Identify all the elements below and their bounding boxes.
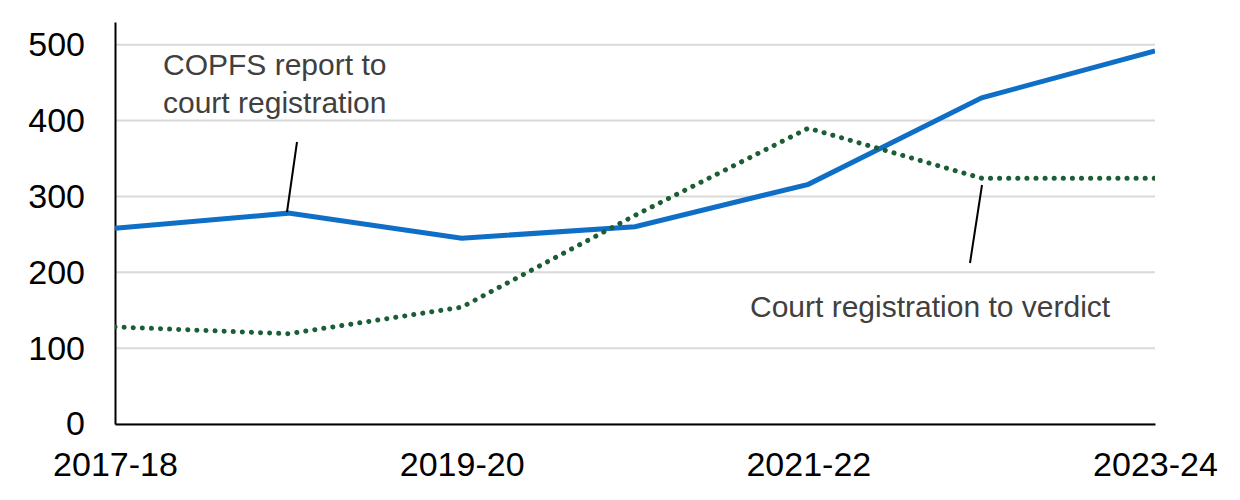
grid-line xyxy=(115,120,1155,122)
series-line xyxy=(115,128,1155,334)
x-tick: 2021-22 xyxy=(746,424,871,483)
y-tick-label: 100 xyxy=(28,329,85,367)
y-tick-label: 500 xyxy=(28,25,85,63)
series-label: COPFS report tocourt registration xyxy=(163,48,386,119)
x-tick: 2017-18 xyxy=(53,424,178,483)
y-tick: 400 xyxy=(28,101,115,139)
y-tick: 500 xyxy=(28,25,115,63)
grid-line xyxy=(115,347,1155,349)
x-tick-label: 2017-18 xyxy=(53,445,178,483)
annotations: COPFS report tocourt registration Court r… xyxy=(163,48,1111,323)
y-tick: 100 xyxy=(28,329,115,367)
chart: 0 100 200 300 400 500 2017-18 2019-20 2021-22 202… xyxy=(0,0,1240,500)
y-tick-label: 300 xyxy=(28,177,85,215)
y-axis-line xyxy=(115,23,117,425)
x-axis-line xyxy=(116,424,1156,426)
grid xyxy=(115,45,1155,424)
grid-line xyxy=(115,44,1155,46)
grid-line xyxy=(115,271,1155,273)
leader-line xyxy=(287,142,297,212)
leader-line xyxy=(970,185,982,263)
series-label: Court registration to verdict xyxy=(750,290,1111,323)
y-tick-label: 0 xyxy=(66,404,85,442)
y-tick: 300 xyxy=(28,177,115,215)
x-tick-label: 2021-22 xyxy=(746,445,871,483)
x-tick-label: 2019-20 xyxy=(400,445,525,483)
grid-line xyxy=(115,423,1155,425)
x-tick-label: 2023-24 xyxy=(1093,445,1218,483)
x-axis: 2017-18 2019-20 2021-22 2023-24 xyxy=(53,424,1218,483)
x-tick: 2019-20 xyxy=(400,424,525,483)
x-tick: 2023-24 xyxy=(1093,424,1218,483)
y-tick: 200 xyxy=(28,253,115,291)
lines xyxy=(115,51,1155,334)
grid-line xyxy=(115,195,1155,197)
y-axis: 0 100 200 300 400 500 xyxy=(28,23,115,443)
y-tick-label: 400 xyxy=(28,101,85,139)
y-tick-label: 200 xyxy=(28,253,85,291)
y-tick: 0 xyxy=(66,404,115,442)
